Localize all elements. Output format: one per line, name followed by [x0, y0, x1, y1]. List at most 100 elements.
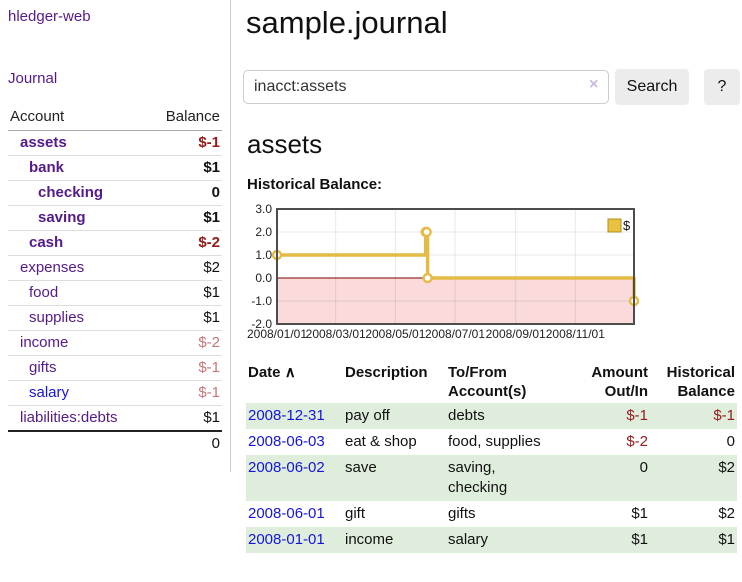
account-link[interactable]: bank: [29, 159, 65, 176]
account-link[interactable]: gifts: [29, 359, 57, 376]
y-axis-tick-label: 3.0: [255, 202, 272, 216]
transaction-description: gift: [345, 505, 366, 522]
y-axis-tick-label: -2.0: [251, 317, 272, 331]
clear-search-icon[interactable]: ×: [589, 76, 599, 93]
x-axis-tick-label: 2008/01/01: [247, 327, 307, 341]
register-row: 2008-06-03 eat & shop food, supplies $-2…: [246, 429, 737, 455]
historical-balance-chart[interactable]: 3.0 2.0 1.0 0.0 -1.0 -2.02008/01/012008/03/01…: [246, 201, 742, 343]
transaction-accounts: salary: [448, 531, 489, 548]
account-row: saving $1: [8, 205, 222, 231]
amount-column-header: Amount Out/In: [591, 364, 648, 400]
accounts-balance-table: Account Balance assets $-1 bank $1 check…: [8, 106, 222, 456]
account-row: salary $-1: [8, 380, 222, 406]
y-axis-tick-label: 2.0: [255, 225, 272, 239]
transaction-balance: $2: [718, 505, 735, 522]
transaction-date-link[interactable]: 2008-12-31: [248, 407, 325, 424]
account-link[interactable]: salary: [29, 384, 70, 401]
account-balance: $-2: [148, 330, 222, 356]
transaction-date-link[interactable]: 2008-06-03: [248, 433, 325, 450]
account-row: liabilities:debts $1: [8, 405, 222, 431]
x-axis-tick-label: 2008/05/01: [365, 327, 425, 341]
account-page-title: assets: [247, 129, 323, 159]
search-input[interactable]: [243, 70, 609, 104]
transaction-accounts: saving, checking: [448, 459, 508, 496]
page-title: sample.journal: [246, 5, 448, 40]
account-link[interactable]: checking: [38, 184, 104, 201]
account-link[interactable]: income: [20, 334, 69, 351]
register-row: 2008-01-01 income salary $1 $1: [246, 527, 737, 553]
account-row: bank $1: [8, 155, 222, 181]
account-row: cash $-2: [8, 230, 222, 256]
register-row: 2008-12-31 pay off debts $-1 $-1: [246, 403, 737, 429]
account-link[interactable]: food: [29, 284, 59, 301]
register-row: 2008-06-01 gift gifts $1 $2: [246, 501, 737, 527]
transaction-date-link[interactable]: 2008-06-01: [248, 505, 325, 522]
chart-container: 3.0 2.0 1.0 0.0 -1.0 -2.0 2008/01/01 2008/03/01…: [246, 201, 742, 343]
account-balance: $1: [148, 405, 222, 431]
account-row: gifts $-1: [8, 355, 222, 381]
help-button[interactable]: ?: [704, 69, 740, 105]
app-brand-link[interactable]: hledger-web: [8, 8, 91, 25]
legend-swatch: [607, 218, 622, 233]
transaction-amount: $1: [631, 505, 648, 522]
data-point-marker[interactable]: [422, 272, 433, 284]
account-balance: $-2: [148, 230, 222, 256]
account-balance: $-1: [148, 355, 222, 381]
main-content: sample.journal × Search ? assets Histori…: [243, 0, 742, 553]
account-balance: $1: [148, 205, 222, 231]
transaction-date-link[interactable]: 2008-01-01: [248, 531, 325, 548]
data-point-marker[interactable]: [421, 226, 432, 238]
description-column-header: Description: [345, 364, 428, 381]
sidebar-item-journal[interactable]: Journal: [8, 70, 58, 87]
account-link[interactable]: expenses: [20, 259, 85, 276]
transaction-balance: 0: [726, 433, 735, 450]
transaction-amount: $-1: [626, 407, 648, 424]
account-link[interactable]: saving: [38, 209, 86, 226]
transaction-amount: 0: [639, 459, 648, 476]
transaction-accounts: food, supplies: [448, 433, 541, 450]
account-balance: $1: [148, 155, 222, 181]
account-link[interactable]: assets: [20, 134, 67, 151]
account-link[interactable]: cash: [29, 234, 64, 251]
account-balance: $1: [148, 305, 222, 331]
transaction-description: save: [345, 459, 377, 476]
transaction-accounts: gifts: [448, 505, 476, 522]
balance-column-header: Balance: [148, 106, 222, 131]
account-row: assets $-1: [8, 130, 222, 156]
y-axis-tick-label: 1.0: [255, 248, 272, 262]
transaction-amount: $1: [631, 531, 648, 548]
account-row: supplies $1: [8, 305, 222, 331]
transaction-description: eat & shop: [345, 433, 417, 450]
account-link[interactable]: liabilities:debts: [20, 409, 118, 426]
transaction-balance: $2: [718, 459, 735, 476]
transaction-balance: $1: [718, 531, 735, 548]
legend-label: $: [623, 218, 631, 233]
sidebar: hledger-web Journal Account Balance asse…: [0, 0, 231, 472]
account-balance: $-1: [148, 380, 222, 406]
sort-ascending-icon: ∧: [284, 364, 296, 381]
y-axis-tick-label: 0.0: [255, 271, 272, 285]
account-row: food $1: [8, 280, 222, 306]
transaction-date-link[interactable]: 2008-06-02: [248, 459, 325, 476]
accounts-total-spacer: [8, 430, 149, 456]
transaction-description: pay off: [345, 407, 390, 424]
accounts-table-header: Account Balance: [8, 106, 222, 131]
register-table: Date ∧ Description To/From Account(s) Am…: [246, 361, 737, 553]
register-header-row: Date ∧ Description To/From Account(s) Am…: [246, 361, 737, 403]
account-balance: $2: [148, 255, 222, 281]
search-button[interactable]: Search: [615, 69, 689, 105]
account-link[interactable]: supplies: [29, 309, 85, 326]
x-axis-tick-label: 2008/11/01: [546, 327, 605, 341]
accounts-total-row: 0: [8, 430, 222, 456]
transaction-amount: $-2: [626, 433, 648, 450]
account-balance: $-1: [148, 130, 222, 156]
account-row: checking 0: [8, 180, 222, 206]
account-balance: $1: [148, 280, 222, 306]
date-column-header[interactable]: Date ∧: [248, 364, 296, 381]
y-axis-tick-label: -1.0: [251, 294, 272, 308]
chart-border: [276, 208, 635, 325]
account-row: income $-2: [8, 330, 222, 356]
negative-region: [277, 278, 634, 324]
transaction-balance: $-1: [713, 407, 735, 424]
account-row: expenses $2: [8, 255, 222, 281]
